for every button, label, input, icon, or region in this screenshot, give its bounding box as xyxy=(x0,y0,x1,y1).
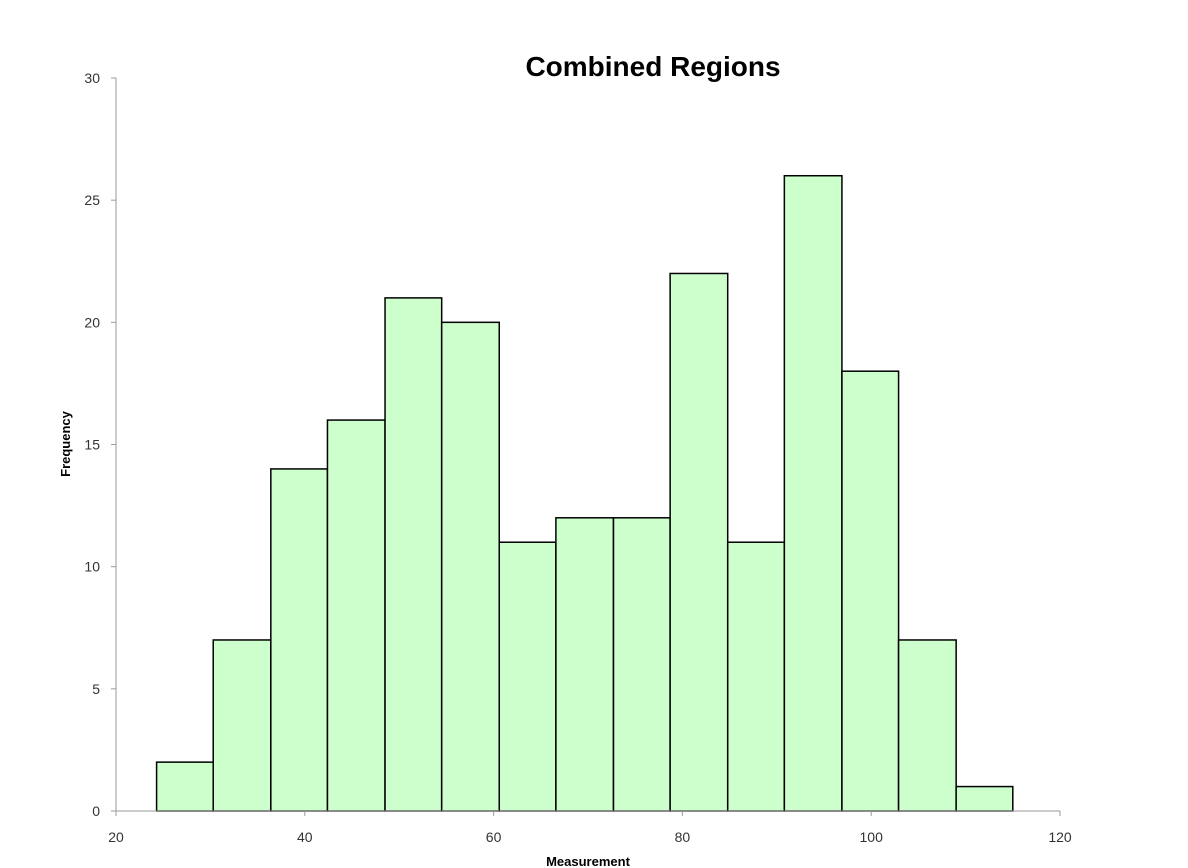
bars-group xyxy=(155,174,1014,812)
x-ticks-group: 20 40 60 80 100 120 xyxy=(108,811,1072,845)
y-tick-label-5: 5 xyxy=(92,681,100,697)
histogram-bar-12 xyxy=(783,174,843,812)
y-tick-label-25: 25 xyxy=(84,192,100,208)
histogram-bar-9 xyxy=(612,517,671,812)
histogram-bar-3 xyxy=(270,468,329,812)
y-axis-label: Frequency xyxy=(58,410,73,477)
histogram-bar-4 xyxy=(326,419,386,812)
y-tick-label-20: 20 xyxy=(84,314,100,330)
x-tick-label-100: 100 xyxy=(860,829,884,845)
histogram-bar-14 xyxy=(897,639,957,812)
x-tick-label-20: 20 xyxy=(108,829,124,845)
y-ticks-group: 0 5 10 15 20 25 30 xyxy=(84,70,116,819)
histogram-bar-5 xyxy=(384,297,443,812)
x-tick-label-80: 80 xyxy=(675,829,691,845)
y-tick-label-10: 10 xyxy=(84,559,100,575)
histogram-bar-10 xyxy=(669,272,729,812)
histogram-bar-2 xyxy=(212,639,272,812)
histogram-bar-8 xyxy=(555,517,615,812)
y-tick-label-15: 15 xyxy=(84,437,100,453)
histogram-bar-6 xyxy=(440,321,501,812)
x-tick-label-120: 120 xyxy=(1048,829,1072,845)
histogram-bar-13 xyxy=(841,370,900,812)
histogram-bar-7 xyxy=(498,541,557,812)
x-tick-label-60: 60 xyxy=(486,829,502,845)
histogram-bar-1 xyxy=(155,761,214,812)
y-tick-label-30: 30 xyxy=(84,70,100,86)
histogram-bar-11 xyxy=(726,541,786,812)
x-axis-label: Measurement xyxy=(546,854,630,868)
histogram-bar-15 xyxy=(955,785,1014,812)
chart-title: Combined Regions xyxy=(525,51,780,82)
x-tick-label-40: 40 xyxy=(297,829,313,845)
y-tick-label-0: 0 xyxy=(92,803,100,819)
